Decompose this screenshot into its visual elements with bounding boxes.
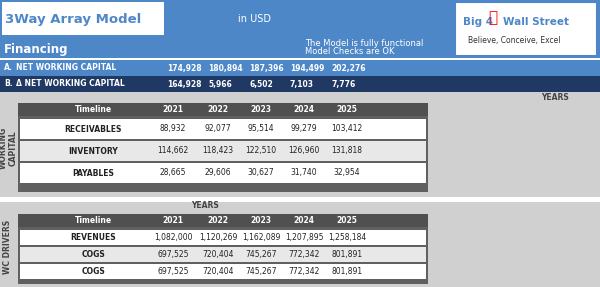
Text: 745,267: 745,267 (245, 267, 277, 276)
Bar (20, 163, 426, 183)
Text: 180,894: 180,894 (208, 63, 242, 73)
Text: PAYABLES: PAYABLES (72, 168, 114, 177)
Text: B.: B. (4, 79, 13, 88)
Text: Δ NET WORKING CAPITAL: Δ NET WORKING CAPITAL (16, 79, 125, 88)
Text: 2024: 2024 (293, 105, 314, 114)
Bar (18, 214, 428, 227)
Text: 2023: 2023 (251, 105, 271, 114)
Text: 772,342: 772,342 (289, 267, 320, 276)
Bar (0, 0, 600, 58)
Text: YEARS: YEARS (541, 94, 569, 102)
Bar (0, 60, 600, 76)
Text: Financing: Financing (4, 42, 68, 55)
Text: 118,423: 118,423 (202, 146, 233, 156)
Bar (455, 2, 597, 56)
Bar (0, 197, 600, 202)
Text: 2022: 2022 (208, 216, 229, 225)
Text: 30,627: 30,627 (248, 168, 274, 177)
Text: 95,514: 95,514 (248, 125, 274, 133)
Text: Model Checks are OK: Model Checks are OK (305, 48, 395, 57)
Text: 92,077: 92,077 (205, 125, 232, 133)
Text: 772,342: 772,342 (289, 250, 320, 259)
Text: 801,891: 801,891 (331, 250, 362, 259)
Text: 2022: 2022 (208, 105, 229, 114)
Text: 2024: 2024 (293, 216, 314, 225)
Text: NET WORKING CAPITAL: NET WORKING CAPITAL (16, 63, 116, 73)
Text: 174,928: 174,928 (167, 63, 202, 73)
Text: 2021: 2021 (163, 105, 184, 114)
Bar (20, 264, 426, 279)
Text: 88,932: 88,932 (160, 125, 186, 133)
Bar (20, 119, 426, 139)
Bar (18, 103, 428, 192)
Text: Timeline: Timeline (74, 216, 112, 225)
Text: Believe, Conceive, Excel: Believe, Conceive, Excel (468, 36, 560, 44)
Bar (18, 103, 428, 116)
Text: 194,499: 194,499 (290, 63, 325, 73)
Bar (0, 92, 600, 197)
Text: 29,606: 29,606 (205, 168, 232, 177)
Text: INVENTORY: INVENTORY (68, 146, 118, 156)
Text: 31,740: 31,740 (290, 168, 317, 177)
Text: 131,818: 131,818 (331, 146, 362, 156)
Bar (20, 141, 426, 161)
Text: 7,103: 7,103 (290, 79, 314, 88)
Text: 1,207,895: 1,207,895 (285, 233, 323, 242)
Text: 1,082,000: 1,082,000 (154, 233, 192, 242)
Text: in USD: in USD (239, 14, 271, 24)
Text: REVENUES: REVENUES (70, 233, 116, 242)
Text: Wall Street: Wall Street (503, 17, 569, 27)
Bar (20, 247, 426, 262)
Text: RECEIVABLES: RECEIVABLES (64, 125, 122, 133)
Text: 7,776: 7,776 (331, 79, 355, 88)
Bar (18, 214, 428, 284)
Text: 2021: 2021 (163, 216, 184, 225)
Text: 1,162,089: 1,162,089 (242, 233, 280, 242)
Text: 2023: 2023 (251, 216, 271, 225)
Text: 3Way Array Model: 3Way Array Model (5, 13, 141, 26)
Text: 697,525: 697,525 (157, 250, 189, 259)
Text: 5,966: 5,966 (208, 79, 232, 88)
Text: 1,120,269: 1,120,269 (199, 233, 237, 242)
Text: COGS: COGS (81, 250, 105, 259)
Text: The Model is fully functional: The Model is fully functional (305, 38, 424, 48)
Text: 103,412: 103,412 (331, 125, 362, 133)
Text: 164,928: 164,928 (167, 79, 202, 88)
Text: A.: A. (4, 63, 13, 73)
Text: 2025: 2025 (337, 216, 358, 225)
Text: 114,662: 114,662 (157, 146, 188, 156)
Text: 745,267: 745,267 (245, 250, 277, 259)
Text: 28,665: 28,665 (160, 168, 186, 177)
Text: Timeline: Timeline (74, 105, 112, 114)
Bar (0, 76, 600, 92)
Bar (0, 200, 600, 287)
Text: 🦅: 🦅 (488, 11, 497, 26)
Bar (455, 2, 597, 56)
Text: YEARS: YEARS (191, 201, 219, 210)
Bar (2, 2, 164, 35)
Text: 122,510: 122,510 (245, 146, 277, 156)
Text: COGS: COGS (81, 267, 105, 276)
Text: 720,404: 720,404 (202, 267, 234, 276)
Text: WC DRIVERS: WC DRIVERS (4, 220, 13, 274)
Text: WORKING
CAPITAL: WORKING CAPITAL (0, 127, 18, 169)
Bar (20, 230, 426, 245)
Text: 801,891: 801,891 (331, 267, 362, 276)
Text: 32,954: 32,954 (334, 168, 361, 177)
Text: Big 4: Big 4 (463, 17, 493, 27)
Text: 126,960: 126,960 (289, 146, 320, 156)
Text: 202,276: 202,276 (331, 63, 365, 73)
Bar (0, 58, 600, 60)
Text: 6,502: 6,502 (249, 79, 273, 88)
Text: 1,258,184: 1,258,184 (328, 233, 366, 242)
Text: 99,279: 99,279 (290, 125, 317, 133)
Text: 697,525: 697,525 (157, 267, 189, 276)
Text: 720,404: 720,404 (202, 250, 234, 259)
Text: 187,396: 187,396 (249, 63, 284, 73)
Text: 2025: 2025 (337, 105, 358, 114)
